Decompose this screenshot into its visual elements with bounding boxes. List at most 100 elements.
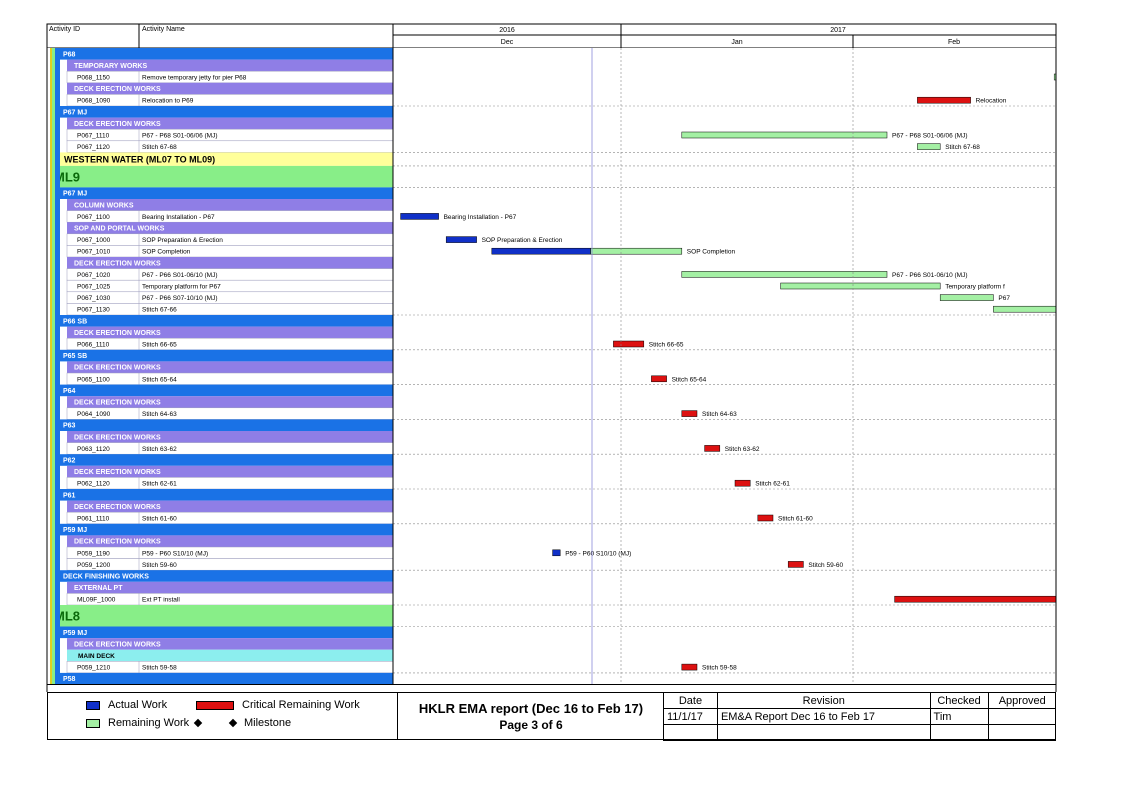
gantt-bar-critical[interactable] (757, 514, 774, 522)
wbs-band (60, 384, 393, 397)
activity-name: Stitch 67-68 (142, 144, 177, 151)
activity-id: P067_1130 (77, 307, 110, 314)
activity-row[interactable] (66, 337, 394, 351)
activity-row[interactable] (66, 210, 394, 223)
gantt-bar-critical[interactable] (681, 410, 698, 417)
bar-label: Bearing Installation - P67 (444, 214, 517, 221)
chart-row (393, 48, 1056, 60)
diamond-icon (193, 718, 203, 728)
bar-label: Stitch 65-64 (672, 376, 707, 383)
chart-row (393, 489, 1056, 501)
activity-row[interactable] (66, 94, 394, 107)
wbs-label: TEMPORARY WORKS (74, 63, 147, 70)
revision-row-empty (663, 724, 1056, 741)
activity-id: P068_1090 (77, 98, 111, 105)
gantt-bar-critical[interactable] (681, 663, 698, 671)
gantt-bar-actual[interactable] (491, 247, 591, 255)
gantt-bar-critical[interactable] (651, 375, 667, 383)
left-border (47, 48, 50, 685)
legend-critical-label: Critical Remaining Work (242, 699, 360, 711)
activity-id: P067_1110 (77, 133, 110, 140)
activity-row[interactable] (66, 546, 394, 559)
wbs-band (60, 349, 393, 362)
bar-label: SOP Completion (687, 249, 736, 256)
gantt-bar-critical[interactable] (894, 595, 1057, 603)
activity-row[interactable] (66, 128, 394, 142)
activity-id: P059_1190 (77, 550, 110, 557)
wbs-label: DECK ERECTION WORKS (74, 504, 161, 511)
gantt-bar-remaining[interactable] (681, 131, 888, 139)
activity-id: P068_1150 (77, 75, 110, 82)
activity-row[interactable] (66, 268, 394, 281)
gantt-bar-remaining[interactable] (917, 143, 941, 150)
gantt-bar-critical[interactable] (704, 445, 721, 452)
activity-name: Stitch 59-60 (142, 562, 177, 569)
chart-row (393, 454, 1056, 466)
wbs-label: DECK ERECTION WORKS (74, 434, 161, 441)
chart-row (393, 535, 1056, 547)
chart-row (393, 199, 1056, 211)
activity-id: P062_1120 (77, 481, 110, 488)
chart-row (393, 672, 1056, 685)
activity-id: P067_1000 (77, 237, 111, 244)
wbs-band (67, 396, 393, 408)
legend-critical-swatch (196, 700, 234, 710)
gantt-bar-critical[interactable] (787, 561, 804, 568)
activity-row[interactable] (66, 140, 394, 153)
activity-row[interactable] (66, 245, 394, 258)
chart-row (393, 581, 1056, 594)
gantt-bar-actual[interactable] (445, 236, 477, 243)
wbs-band (67, 222, 393, 234)
activity-row[interactable] (66, 477, 394, 490)
gantt-bar-actual[interactable] (552, 549, 561, 557)
activity-row[interactable] (66, 442, 394, 455)
header-month-feb: Feb (948, 39, 960, 46)
gantt-bar-actual[interactable] (400, 213, 439, 220)
activity-row[interactable] (66, 593, 394, 606)
wbs-label: P68 (63, 51, 76, 58)
activity-name: Stitch 61-60 (142, 516, 177, 523)
gantt-bar-remaining[interactable] (681, 271, 888, 278)
legend-milestone: Milestone (228, 717, 291, 729)
wbs-label: DECK ERECTION WORKS (74, 260, 161, 267)
activity-row[interactable] (66, 279, 394, 293)
wbs-label: ML9 (54, 169, 80, 184)
gantt-bar-remaining[interactable] (939, 294, 994, 301)
wbs-label: P64 (63, 388, 76, 395)
wbs-band (52, 605, 393, 627)
gantt-bar-remaining[interactable] (590, 247, 683, 255)
wbs-band (67, 535, 393, 547)
gantt-bar-critical[interactable] (613, 340, 645, 348)
activity-row[interactable] (66, 303, 394, 316)
gantt-bar-remaining[interactable] (780, 282, 941, 290)
accent-blue (55, 48, 60, 685)
gantt-bar-critical[interactable] (734, 479, 751, 487)
title-block: HKLR EMA report (Dec 16 to Feb 17) Page … (397, 693, 664, 739)
wbs-label: P62 (63, 458, 76, 465)
wbs-band (60, 570, 393, 582)
wbs-band (60, 187, 393, 199)
activity-name: P67 - P68 S01-06/06 (MJ) (142, 133, 218, 140)
legend-actual-label: Actual Work (108, 699, 168, 711)
activity-row[interactable] (66, 661, 394, 674)
activity-row[interactable] (66, 233, 394, 246)
activity-row[interactable] (66, 291, 394, 304)
activity-row[interactable] (66, 372, 394, 385)
activity-name: Relocation to P69 (142, 98, 194, 105)
chart-row (393, 106, 1056, 118)
activity-row[interactable] (66, 511, 394, 525)
wbs-label: COLUMN WORKS (74, 202, 134, 209)
wbs-band (67, 199, 393, 211)
gantt-bar-critical[interactable] (917, 96, 971, 104)
wbs-band (67, 82, 393, 95)
bar-label: P67 (998, 295, 1010, 302)
activity-name: Bearing Installation - P67 (142, 214, 215, 221)
activity-name: Ext PT install (142, 597, 180, 604)
wbs-label: DECK ERECTION WORKS (74, 641, 161, 648)
gantt-bar-remaining[interactable] (993, 305, 1057, 313)
activity-row[interactable] (66, 407, 394, 420)
chart-row (393, 570, 1056, 582)
gantt-header: Activity ID Activity Name 2016 2017 Dec … (46, 23, 1057, 49)
activity-row[interactable] (66, 558, 394, 571)
revision-text (716, 724, 931, 741)
